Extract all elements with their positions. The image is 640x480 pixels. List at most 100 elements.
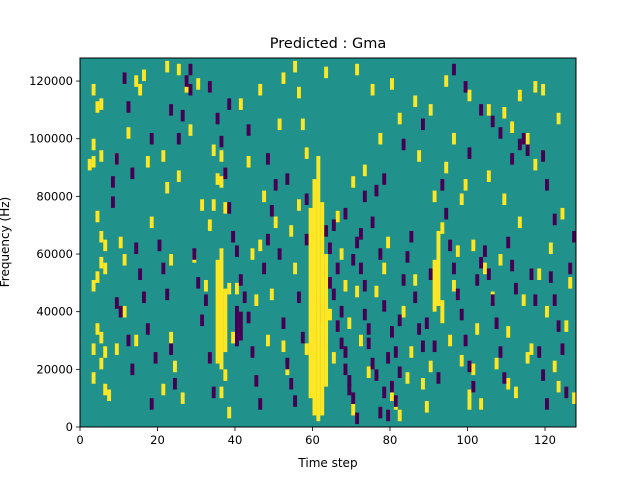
heatmap-cell xyxy=(142,69,146,82)
heatmap-cell xyxy=(227,282,232,295)
heatmap-cell xyxy=(149,132,154,145)
heatmap-cell xyxy=(455,245,460,257)
heatmap-cell xyxy=(180,109,185,122)
heatmap-cell xyxy=(386,409,391,422)
heatmap-cell xyxy=(91,343,96,355)
heatmap-cell xyxy=(169,343,174,355)
heatmap-cell xyxy=(219,386,224,399)
x-tick-label: 80 xyxy=(383,433,398,447)
heatmap-cell xyxy=(545,179,549,191)
heatmap-cell xyxy=(355,236,360,249)
x-tick-label: 0 xyxy=(76,433,83,447)
heatmap-cell xyxy=(145,156,150,168)
heatmap-band xyxy=(238,311,243,341)
heatmap-cell xyxy=(200,199,205,211)
heatmap-cell xyxy=(91,372,96,384)
heatmap-cell xyxy=(541,369,546,381)
heatmap-cell xyxy=(374,184,379,197)
heatmap-cell xyxy=(382,173,387,185)
heatmap-cell xyxy=(471,380,476,393)
heatmap-cell xyxy=(192,248,197,260)
heatmap-cell xyxy=(517,138,522,151)
heatmap-cell xyxy=(262,262,267,275)
heatmap-cell xyxy=(479,256,484,269)
heatmap-cell xyxy=(343,207,348,220)
heatmap-cell xyxy=(145,323,150,335)
heatmap-cell xyxy=(134,242,139,255)
y-tick-label: 0 xyxy=(66,420,73,434)
heatmap-cell xyxy=(273,216,278,229)
heatmap-cell xyxy=(397,314,402,327)
heatmap-band xyxy=(324,254,329,387)
heatmap-cell xyxy=(428,104,433,116)
heatmap-cell xyxy=(281,340,286,353)
heatmap-cell xyxy=(428,360,433,373)
heatmap-cell xyxy=(111,196,115,208)
heatmap-cell xyxy=(227,406,232,419)
heatmap-cell xyxy=(545,305,549,318)
heatmap-cell xyxy=(293,60,298,73)
heatmap-cell xyxy=(103,383,108,396)
heatmap-cell xyxy=(390,380,394,393)
heatmap-cell xyxy=(258,239,263,252)
heatmap-cell xyxy=(87,158,92,171)
heatmap-cell xyxy=(401,305,406,318)
heatmap-cell xyxy=(215,112,220,125)
heatmap-cell xyxy=(552,294,557,306)
heatmap-cell xyxy=(397,112,402,125)
heatmap-cell xyxy=(242,291,247,304)
heatmap-cell xyxy=(494,357,499,370)
heatmap-cell xyxy=(463,81,468,93)
heatmap-cell xyxy=(328,277,332,289)
heatmap-cell xyxy=(331,219,336,231)
heatmap-cell xyxy=(397,366,402,378)
x-tick-label: 120 xyxy=(534,433,556,447)
heatmap-cell xyxy=(91,279,96,292)
heatmap-cell xyxy=(165,60,170,73)
x-tick-label: 20 xyxy=(150,433,165,447)
heatmap-cell xyxy=(424,401,429,413)
heatmap-cell xyxy=(149,216,154,229)
heatmap-cell xyxy=(533,158,538,171)
heatmap-cell xyxy=(521,294,526,306)
heatmap-cell xyxy=(173,377,177,390)
heatmap-cell xyxy=(351,176,356,188)
heatmap-cell xyxy=(99,256,104,269)
heatmap-cell xyxy=(122,254,127,266)
heatmap-cell xyxy=(467,89,472,102)
heatmap-cell xyxy=(502,107,507,119)
heatmap-cell xyxy=(537,268,542,280)
heatmap-cell xyxy=(289,377,294,390)
heatmap-cell xyxy=(95,323,100,335)
heatmap-cell xyxy=(254,375,259,387)
heatmap-cell xyxy=(196,277,201,289)
heatmap-cell xyxy=(405,372,410,384)
heatmap-cell xyxy=(258,398,263,410)
heatmap-cell xyxy=(107,389,112,402)
heatmap-cell xyxy=(362,164,367,177)
x-axis: 0 20 40 60 80 100 120 xyxy=(76,427,556,447)
heatmap-cell xyxy=(382,386,387,399)
heatmap-cell xyxy=(467,398,472,410)
heatmap-cell xyxy=(452,279,456,292)
heatmap-cell xyxy=(277,248,282,260)
heatmap-cell xyxy=(207,352,212,364)
heatmap-cell xyxy=(556,380,561,393)
heatmap-cell xyxy=(506,236,511,249)
heatmap-cell xyxy=(370,357,375,370)
heatmap-cell xyxy=(355,63,360,76)
heatmap-cell xyxy=(572,392,577,404)
heatmap-cell xyxy=(459,354,464,367)
heatmap-cell xyxy=(293,395,298,407)
heatmap-cell xyxy=(204,294,208,306)
heatmap-cell xyxy=(359,262,363,275)
heatmap-cell xyxy=(211,386,216,399)
heatmap-cell xyxy=(95,271,100,283)
heatmap-cell xyxy=(436,372,441,384)
heatmap-cell xyxy=(335,210,340,223)
heatmap-cell xyxy=(510,121,515,133)
heatmap-cell xyxy=(471,363,476,376)
heatmap-cell xyxy=(362,279,367,292)
heatmap-cell xyxy=(219,176,224,188)
heatmap-cell xyxy=(529,268,534,280)
